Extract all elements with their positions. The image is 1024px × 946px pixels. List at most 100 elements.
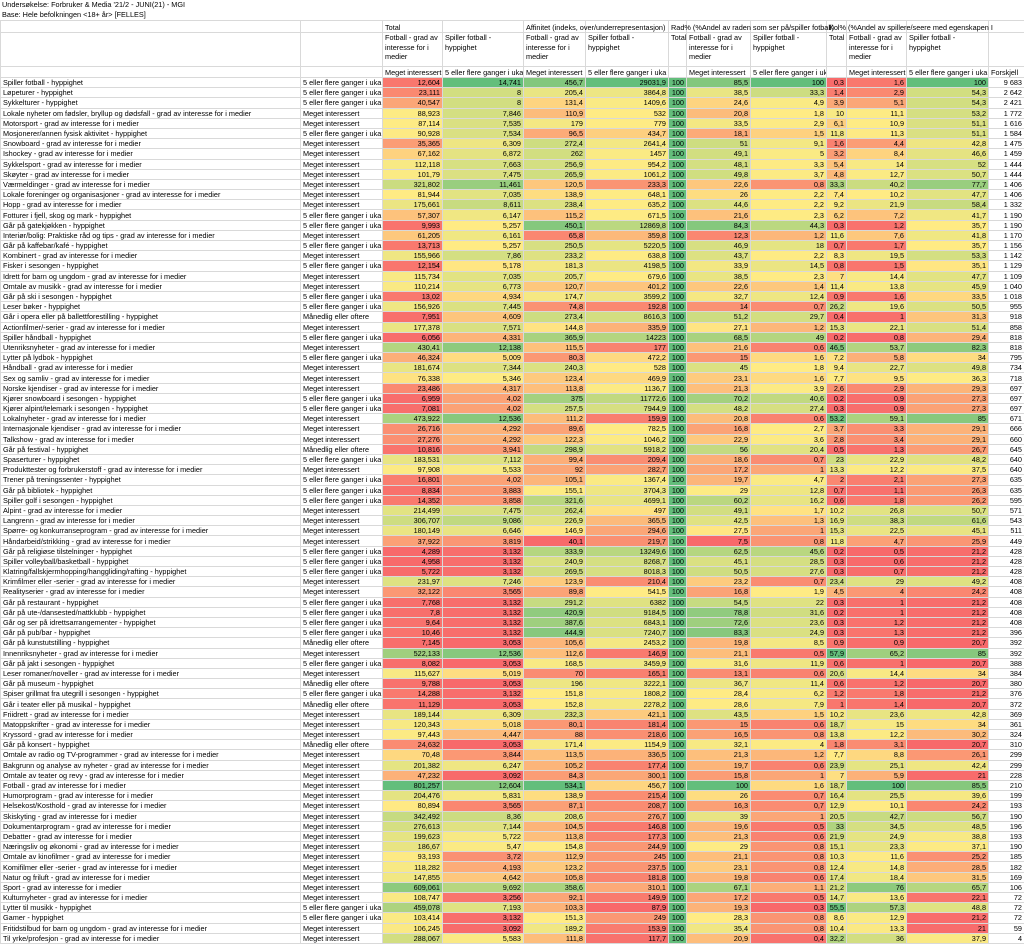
- value-cell: 33,5: [686, 117, 751, 129]
- value-cell: 88: [523, 728, 586, 741]
- value-cell: 118,282: [382, 861, 443, 873]
- criterion: Månedlig eller oftere: [300, 698, 383, 710]
- criterion: Meget interessert: [300, 779, 383, 792]
- criterion: 5 eller flere ganger i uka: [300, 474, 383, 486]
- value-cell: 58,4: [906, 199, 989, 211]
- value-cell: 4198,5: [585, 260, 669, 272]
- value-cell: 233,3: [585, 178, 669, 191]
- criterion: Meget interessert: [300, 464, 383, 476]
- value-cell: 100: [668, 800, 687, 812]
- value-cell: 14,5: [750, 260, 827, 272]
- value-cell: 333,9: [523, 545, 586, 557]
- value-cell: 365,9: [523, 331, 586, 343]
- value-cell: 1,6: [826, 138, 847, 150]
- data-row: Fisker i sesongen - hyppighet 5 eller fle…: [0, 260, 1024, 272]
- value-cell: 428: [988, 555, 1024, 568]
- row-label: Lokale nyheter om fødsler, bryllup og dø…: [0, 107, 301, 119]
- value-cell: 3704,3: [585, 484, 669, 496]
- value-cell: 46,6: [906, 148, 989, 160]
- value-cell: 3,132: [442, 565, 524, 578]
- value-cell: 85: [906, 413, 989, 425]
- value-cell: 6382: [585, 596, 669, 608]
- value-cell: 11,461: [442, 178, 524, 191]
- value-cell: 5,722: [382, 565, 443, 578]
- value-cell: 6,056: [382, 331, 443, 343]
- value-cell: 3,132: [442, 555, 524, 568]
- value-cell: 40,547: [382, 97, 443, 109]
- value-cell: 2,3: [750, 270, 827, 282]
- value-cell: 1,6: [750, 372, 827, 384]
- value-cell: 29: [686, 484, 751, 496]
- value-cell: 0,8: [750, 535, 827, 547]
- value-cell: 17,4: [826, 871, 847, 883]
- data-row: Interiør/bolig: Praktiske råd og tips - …: [0, 229, 1024, 242]
- value-cell: 49,1: [686, 504, 751, 517]
- value-cell: 27,4: [750, 402, 827, 415]
- value-cell: 7240,7: [585, 627, 669, 639]
- criterion: Meget interessert: [300, 718, 383, 731]
- value-cell: 100: [668, 382, 687, 394]
- value-cell: 105,2: [523, 759, 586, 771]
- value-cell: 65,7: [906, 881, 989, 894]
- value-cell: 25,9: [906, 535, 989, 547]
- value-cell: 100: [668, 239, 687, 252]
- value-cell: 111,8: [523, 932, 586, 944]
- value-cell: 801,257: [382, 779, 443, 792]
- value-cell: 10,2: [826, 708, 847, 720]
- value-cell: 40,6: [750, 392, 827, 405]
- value-cell: 497: [585, 504, 669, 517]
- value-cell: 42,7: [846, 810, 907, 822]
- value-cell: 10: [826, 107, 847, 119]
- value-cell: 40,1: [523, 535, 586, 547]
- value-cell: 54,3: [906, 97, 989, 109]
- value-cell: 2 642: [988, 87, 1024, 99]
- value-cell: 93,193: [382, 851, 443, 863]
- criterion: Meget interessert: [300, 708, 383, 720]
- value-cell: 112,6: [523, 647, 586, 659]
- value-cell: 16,4: [826, 790, 847, 802]
- data-row: Går på bibliotek - hyppighet 5 eller fler…: [0, 484, 1024, 496]
- value-cell: 56,7: [906, 810, 989, 822]
- value-cell: 1136,7: [585, 382, 669, 394]
- value-cell: 106: [988, 881, 1024, 894]
- value-cell: 595: [988, 494, 1024, 506]
- value-cell: 78,8: [686, 606, 751, 618]
- value-cell: 100: [668, 596, 687, 608]
- criteria-header: Forskjell: [988, 66, 1024, 78]
- row-label: Ishockey - grad av interesse for i medie…: [0, 148, 301, 160]
- value-cell: 131,4: [523, 97, 586, 109]
- value-cell: 0,4: [826, 311, 847, 323]
- value-cell: 0,9: [826, 290, 847, 303]
- value-cell: 5,257: [442, 219, 524, 231]
- value-cell: 103,3: [523, 902, 586, 914]
- data-row: Næringsliv og økonomi - grad av interess…: [0, 841, 1024, 853]
- value-cell: 3,053: [442, 637, 524, 649]
- data-row: Krimfilmer eller -serier - grad av inter…: [0, 576, 1024, 588]
- criterion: 5 eller flere ganger i uka: [300, 392, 383, 405]
- value-cell: 53,7: [846, 341, 907, 354]
- criterion: Meget interessert: [300, 535, 383, 547]
- value-cell: 250,5: [523, 239, 586, 252]
- criterion: 5 eller flere ganger i uka: [300, 494, 383, 506]
- value-cell: 10,3: [826, 851, 847, 863]
- value-cell: 159,9: [585, 413, 669, 425]
- value-cell: 335,9: [585, 321, 669, 333]
- value-cell: 49,1: [686, 148, 751, 160]
- value-cell: 175,661: [382, 199, 443, 211]
- value-cell: 85: [906, 647, 989, 659]
- value-cell: 6,247: [442, 759, 524, 771]
- value-cell: 21,2: [906, 627, 989, 639]
- criterion: Meget interessert: [300, 168, 383, 180]
- value-cell: 29,7: [750, 311, 827, 323]
- value-cell: 3,9: [750, 382, 827, 394]
- data-row: Løpeturer - hyppighet 5 eller flere gange…: [0, 87, 1024, 99]
- value-cell: 123,9: [523, 576, 586, 588]
- value-cell: 44,6: [686, 199, 751, 211]
- row-label: Humorprogram - grad av interesse for i m…: [0, 790, 301, 802]
- row-label: Langrenn - grad av interesse for i medie…: [0, 515, 301, 527]
- value-cell: 0,6: [750, 413, 827, 425]
- value-cell: 4,331: [442, 331, 524, 343]
- criterion: 5 eller flere ganger i uka: [300, 239, 383, 252]
- value-cell: 1 129: [988, 260, 1024, 272]
- value-cell: 4,642: [442, 871, 524, 883]
